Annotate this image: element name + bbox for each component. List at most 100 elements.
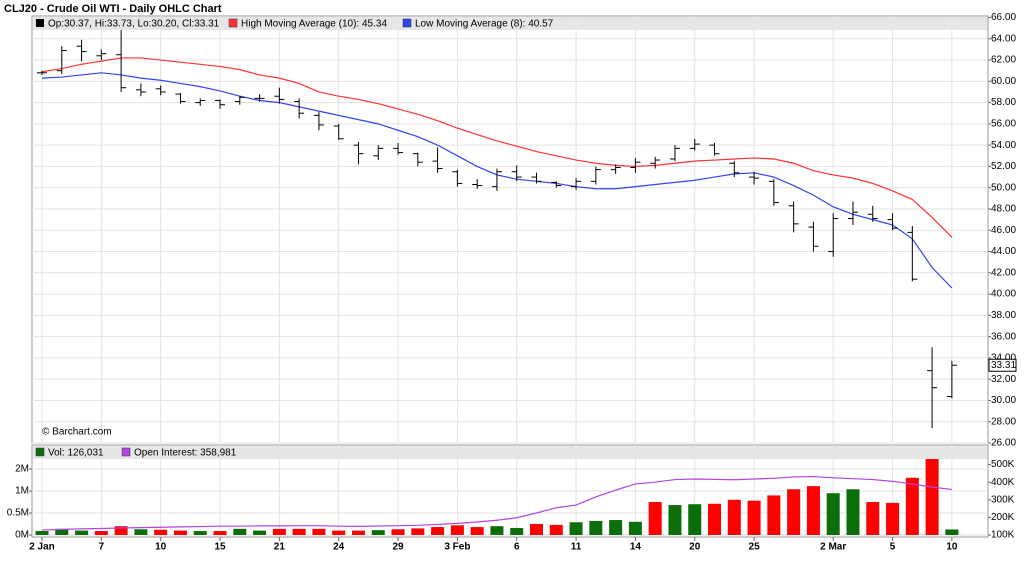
y-tick-label: 48.00 bbox=[991, 204, 1016, 215]
y-tick-label: 42.00 bbox=[991, 267, 1016, 278]
legend-label: Low Moving Average (8): 40.57 bbox=[415, 19, 554, 30]
volume-bar bbox=[530, 524, 543, 535]
volume-bar bbox=[114, 526, 128, 535]
legend-swatch bbox=[402, 18, 412, 28]
volume-bar bbox=[925, 458, 939, 535]
volume-bar bbox=[332, 530, 346, 535]
x-tick-label: 2 Mar bbox=[820, 542, 846, 553]
volume-bar bbox=[411, 528, 425, 535]
volume-bar bbox=[431, 527, 445, 535]
x-tick-label: 14 bbox=[630, 542, 642, 553]
volume-bar bbox=[648, 502, 662, 535]
volume-bar bbox=[292, 528, 306, 535]
volume-bar bbox=[233, 528, 247, 535]
volume-bar bbox=[490, 526, 504, 535]
legend-label: Open Interest: 358,981 bbox=[134, 448, 237, 459]
volume-bar bbox=[668, 505, 682, 535]
y2-tick-label: 100K bbox=[991, 530, 1015, 541]
last-price-label: 33.31 bbox=[991, 360, 1016, 371]
legend-label: Vol: 126,031 bbox=[48, 448, 104, 459]
volume-bar bbox=[510, 527, 524, 535]
volume-bar bbox=[688, 504, 702, 535]
y-tick-label: 34.00 bbox=[991, 353, 1016, 364]
volume-bar bbox=[134, 529, 148, 535]
volume-bar bbox=[866, 502, 880, 535]
x-tick-label: 11 bbox=[571, 542, 582, 553]
y-tick-label: 52.00 bbox=[991, 161, 1016, 172]
volume-bar bbox=[55, 528, 69, 535]
volume-bar bbox=[787, 489, 801, 535]
x-tick-label: 20 bbox=[689, 542, 701, 553]
x-tick-label: 24 bbox=[333, 542, 345, 553]
volume-bar bbox=[549, 524, 563, 535]
volume-bar bbox=[450, 525, 464, 535]
last-price-box bbox=[988, 358, 1017, 372]
y-tick-label: 62.00 bbox=[991, 55, 1016, 66]
volume-bar bbox=[173, 530, 187, 535]
legend-swatch bbox=[228, 18, 238, 28]
x-tick-label: 10 bbox=[155, 542, 167, 553]
volume-bar bbox=[470, 527, 484, 535]
y2-tick-label: 200K bbox=[991, 512, 1015, 523]
x-tick-label: 7 bbox=[99, 542, 105, 553]
y2-tick-label: 500K bbox=[991, 459, 1015, 470]
x-tick-label: 21 bbox=[274, 542, 286, 553]
volume-bar bbox=[747, 500, 761, 535]
volume-bar bbox=[708, 503, 722, 535]
x-tick-label: 10 bbox=[946, 542, 958, 553]
volume-bar bbox=[826, 493, 840, 535]
x-tick-label: 29 bbox=[392, 542, 404, 553]
y-tick-label: 66.00 bbox=[991, 12, 1016, 23]
y-tick-label: 64.00 bbox=[991, 33, 1016, 44]
x-tick-label: 15 bbox=[214, 542, 226, 553]
volume-bar bbox=[628, 521, 642, 535]
legend-swatch bbox=[36, 19, 44, 27]
y-tick-label: 0.5M bbox=[7, 508, 29, 519]
volume-bar bbox=[213, 531, 227, 535]
y-tick-label: 44.00 bbox=[991, 246, 1016, 257]
y-tick-label: 38.00 bbox=[991, 310, 1016, 321]
volume-bar bbox=[193, 531, 207, 535]
volume-legend-band bbox=[33, 446, 987, 459]
volume-bar bbox=[589, 520, 603, 535]
y-tick-label: 2M bbox=[15, 464, 29, 475]
y-tick-label: 40.00 bbox=[991, 289, 1016, 300]
volume-bar bbox=[94, 531, 108, 535]
marks bbox=[35, 28, 959, 535]
legend-label: Op:30.37, Hi:33.73, Lo:30.20, Cl:33.31 bbox=[48, 19, 220, 30]
volume-bar bbox=[727, 499, 741, 535]
volume-bar bbox=[351, 530, 365, 535]
legend-swatch bbox=[121, 447, 131, 457]
y2-tick-label: 300K bbox=[991, 494, 1015, 505]
y-tick-label: 36.00 bbox=[991, 331, 1016, 342]
volume-bar bbox=[35, 531, 49, 535]
x-tick-label: 2 Jan bbox=[29, 542, 55, 553]
volume-bar bbox=[767, 495, 781, 535]
line bbox=[41, 57, 953, 238]
y-tick-label: 56.00 bbox=[991, 119, 1016, 130]
y-tick-label: 30.00 bbox=[991, 395, 1016, 406]
y-tick-label: 50.00 bbox=[991, 182, 1016, 193]
legend-label: High Moving Average (10): 45.34 bbox=[241, 19, 387, 30]
y-tick-label: 0M bbox=[15, 530, 29, 541]
volume-bar bbox=[609, 520, 623, 535]
volume-bar bbox=[253, 530, 267, 535]
volume-bar bbox=[886, 502, 900, 535]
y-tick-label: 32.00 bbox=[991, 374, 1016, 385]
volume-bar bbox=[806, 486, 820, 535]
y2-tick-label: 400K bbox=[991, 477, 1015, 488]
volume-bar bbox=[846, 489, 860, 535]
x-tick-label: 5 bbox=[890, 542, 896, 553]
x-tick-label: 25 bbox=[749, 542, 761, 553]
legend-swatch bbox=[35, 447, 45, 457]
labels: 26.00 28.00 30.00 32.00 34.00 36.00 38.00 40.00… bbox=[7, 12, 1017, 553]
volume-bar bbox=[154, 529, 168, 535]
y-tick-label: 26.00 bbox=[991, 438, 1016, 449]
volume-bar bbox=[905, 477, 919, 535]
price-panel bbox=[31, 15, 989, 444]
y-tick-label: 54.00 bbox=[991, 140, 1016, 151]
x-tick-label: 3 Feb bbox=[444, 542, 470, 553]
x-tick-label: 6 bbox=[514, 542, 520, 553]
